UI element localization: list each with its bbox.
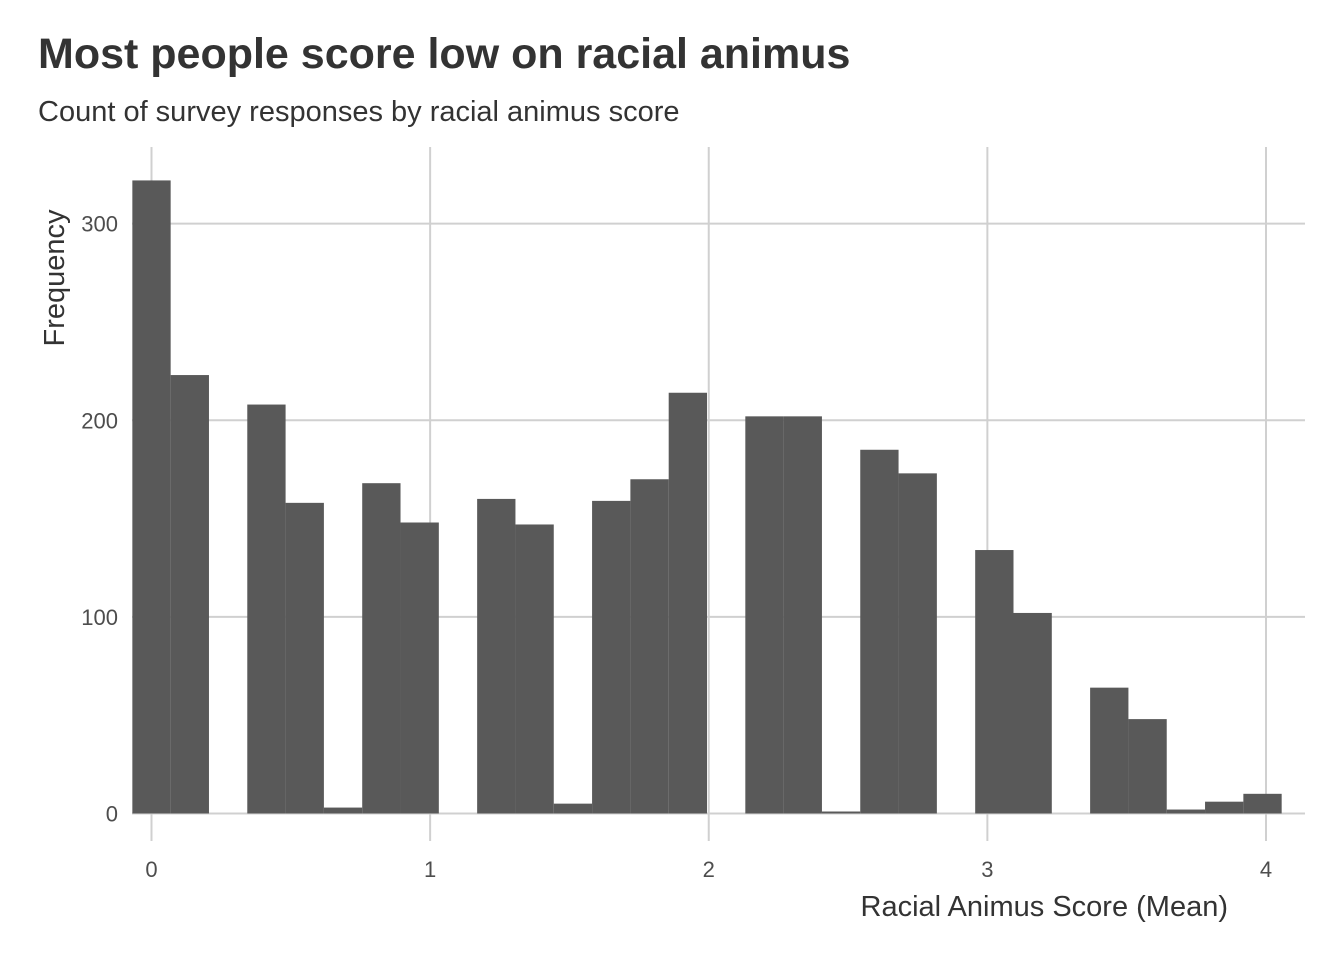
- y-axis-title: Frequency: [39, 209, 71, 347]
- histogram-bar-6: [362, 483, 401, 814]
- y-tick-label-0: 0: [106, 801, 118, 826]
- histogram-bar-26: [1128, 719, 1167, 814]
- chart-title: Most people score low on racial animus: [38, 30, 851, 78]
- x-tick-label-4: 4: [1260, 857, 1272, 882]
- histogram-bar-29: [1243, 793, 1282, 814]
- histogram-bar-0: [132, 180, 171, 814]
- histogram-bar-22: [975, 550, 1014, 814]
- histogram-bar-14: [668, 392, 708, 814]
- x-tick-label-3: 3: [981, 857, 993, 882]
- histogram-bar-17: [783, 416, 822, 814]
- histogram-bar-18: [821, 811, 861, 814]
- y-tick-label-300: 300: [81, 212, 118, 237]
- histogram-bar-20: [898, 473, 937, 814]
- histogram-bar-25: [1090, 687, 1129, 814]
- histogram-bar-13: [630, 479, 669, 814]
- bars: [132, 180, 1282, 814]
- histogram-bar-5: [323, 807, 363, 814]
- histogram-bar-12: [592, 500, 631, 814]
- histogram-bar-1: [170, 375, 209, 814]
- histogram-bar-28: [1205, 801, 1244, 814]
- histogram-bar-4: [285, 502, 324, 814]
- histogram-bar-9: [477, 498, 516, 814]
- histogram-bar-3: [247, 404, 286, 814]
- histogram-bar-19: [860, 449, 899, 814]
- histogram-bar-11: [553, 803, 593, 814]
- x-tick-label-0: 0: [145, 857, 157, 882]
- histogram-bar-16: [745, 416, 784, 814]
- chart-subtitle: Count of survey responses by racial anim…: [38, 96, 680, 128]
- x-tick-label-1: 1: [424, 857, 436, 882]
- tick-labels: 0 100 200 300 0 1 2 3 4: [81, 212, 1272, 882]
- histogram-bar-27: [1166, 809, 1206, 814]
- histogram-bar-10: [515, 524, 554, 814]
- histogram-bar-23: [1013, 612, 1052, 814]
- y-tick-label-100: 100: [81, 605, 118, 630]
- histogram-bar-7: [400, 522, 439, 814]
- x-tick-label-2: 2: [703, 857, 715, 882]
- y-tick-label-200: 200: [81, 408, 118, 433]
- x-axis-title: Racial Animus Score (Mean): [861, 891, 1228, 923]
